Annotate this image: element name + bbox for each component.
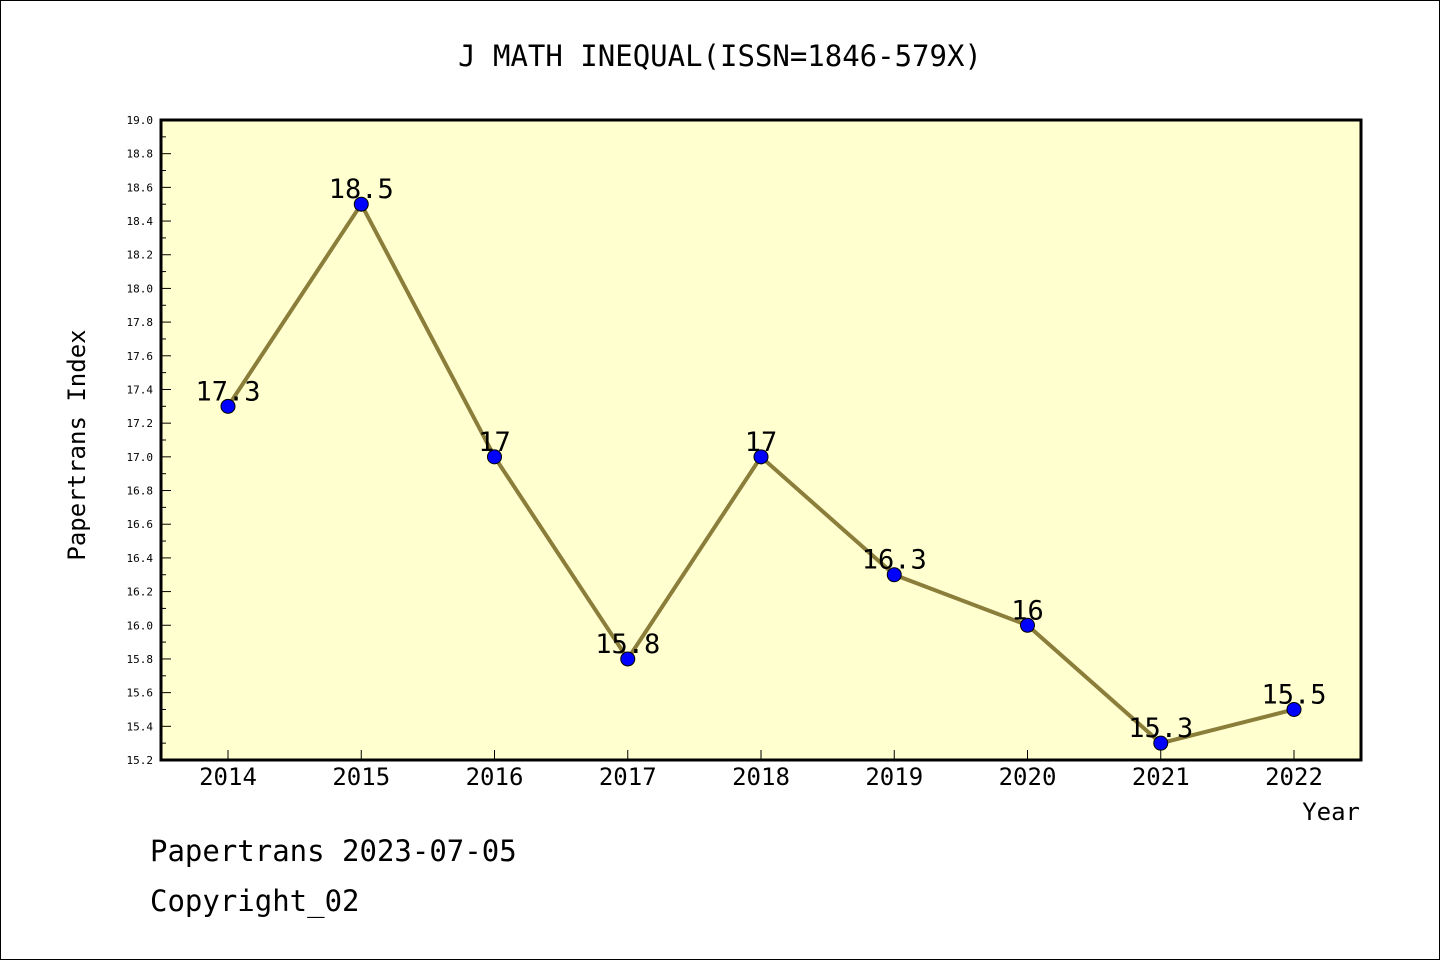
x-tick-label: 2014: [199, 763, 257, 791]
data-label: 17: [745, 427, 778, 458]
data-point: [220, 398, 236, 414]
footer-copyright: Copyright_02: [150, 884, 360, 918]
data-label: 18.5: [329, 174, 394, 205]
x-tick-label: 2015: [332, 763, 390, 791]
y-tick-label: 16.8: [127, 485, 154, 498]
data-point: [620, 651, 636, 667]
y-tick-label: 18.2: [127, 249, 154, 262]
y-axis-ticks: 15.2 15.4 15.6 15.8 16.0 16.2 16.4 16.6 16.8 17.0…: [127, 114, 171, 767]
y-tick-label: 17.6: [127, 350, 154, 363]
data-point: [753, 449, 769, 465]
data-label: 16.3: [862, 545, 927, 576]
y-tick-label: 17.0: [127, 451, 154, 464]
x-tick-label: 2018: [732, 763, 790, 791]
plot-area: [159, 118, 1363, 762]
data-label: 17.3: [195, 376, 260, 407]
x-tick-label: 2016: [466, 763, 524, 791]
data-label: 15.5: [1261, 679, 1326, 710]
y-tick-label: 15.6: [127, 687, 154, 700]
data-point: [1153, 735, 1169, 751]
data-label: 15.8: [595, 629, 660, 660]
y-tick-label: 16.2: [127, 586, 154, 599]
y-tick-label: 17.8: [127, 316, 154, 329]
x-tick-label: 2021: [1132, 763, 1190, 791]
x-axis-label: Year: [1302, 798, 1360, 826]
x-tick-label: 2020: [999, 763, 1057, 791]
series-line-group: [220, 196, 1302, 751]
y-tick-label: 19.0: [127, 114, 154, 127]
y-tick-label: 17.4: [127, 383, 154, 396]
y-tick-label: 15.2: [127, 754, 154, 767]
y-tick-label: 15.8: [127, 653, 154, 666]
y-axis-label: Papertrans Index: [63, 329, 91, 560]
footer-date: Papertrans 2023-07-05: [150, 834, 517, 868]
data-label: 17: [478, 427, 511, 458]
x-tick-label: 2019: [865, 763, 923, 791]
data-label: 15.3: [1128, 713, 1193, 744]
data-point: [487, 449, 502, 465]
x-tick-label: 2017: [599, 763, 657, 791]
y-tick-label: 15.4: [127, 720, 154, 733]
x-tick-label: 2022: [1265, 763, 1323, 791]
y-tick-label: 18.4: [127, 215, 154, 228]
data-label: 16: [1011, 595, 1044, 626]
data-labels: 17.3 18.5 17 15.8 17 16.3 16 15.3 15.5: [195, 174, 1326, 744]
y-tick-label: 18.0: [127, 282, 154, 295]
data-point: [1020, 617, 1035, 633]
data-point: [886, 567, 902, 583]
chart-title: J MATH INEQUAL(ISSN=1846-579X): [458, 39, 982, 73]
y-tick-label: 18.8: [127, 148, 154, 161]
y-tick-label: 16.0: [127, 619, 154, 632]
y-tick-label: 16.6: [127, 518, 154, 531]
y-tick-label: 16.4: [127, 552, 154, 565]
y-tick-label: 17.2: [127, 417, 154, 430]
data-point: [1286, 701, 1302, 717]
data-point: [353, 196, 369, 212]
x-axis-ticks: 2014 2015 2016 2017 2018 2019 2020 2021 2022: [199, 750, 1323, 791]
y-tick-label: 18.6: [127, 181, 154, 194]
